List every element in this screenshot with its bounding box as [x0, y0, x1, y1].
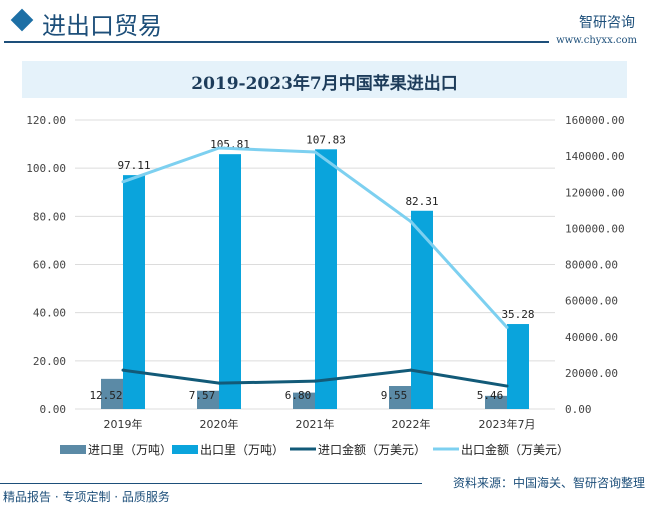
y-right-tick-label: 160000.00 — [565, 114, 625, 127]
data-label: 107.83 — [306, 133, 346, 146]
footer: 精品报告 · 专项定制 · 品质服务 资料来源：中国海关、智研咨询整理 — [0, 476, 649, 508]
data-label: 97.11 — [117, 159, 150, 172]
x-tick-label: 2023年7月 — [479, 417, 536, 431]
brand-url: www.chyxx.com — [556, 35, 637, 46]
legend-swatch — [172, 445, 198, 454]
y-left-tick-label: 120.00 — [26, 114, 66, 127]
y-left-tick-label: 20.00 — [33, 355, 66, 368]
source-note: 资料来源：中国海关、智研咨询整理 — [452, 476, 645, 490]
line-point — [313, 150, 317, 154]
y-right-tick-label: 120000.00 — [565, 186, 625, 199]
header: 进出口贸易 智研咨询 www.chyxx.com — [0, 0, 649, 50]
y-left-tick-label: 0.00 — [40, 403, 67, 416]
y-left-tick-label: 80.00 — [33, 210, 66, 223]
data-label: 12.52 — [89, 389, 122, 402]
line-point — [121, 180, 125, 184]
bar — [315, 149, 337, 409]
data-label: 6.80 — [285, 389, 312, 402]
data-label: 35.28 — [501, 308, 534, 321]
bar — [507, 324, 529, 409]
bar — [485, 395, 507, 409]
line-point — [505, 384, 509, 388]
bar — [123, 175, 145, 409]
chart-title: 2019-2023年7月中国苹果进出口 — [191, 74, 458, 94]
line-point — [505, 325, 509, 329]
bar — [411, 210, 433, 409]
y-right-tick-label: 40000.00 — [565, 331, 618, 344]
legend-label: 出口金额（万美元） — [461, 442, 569, 457]
line-point — [313, 379, 317, 383]
bar — [389, 386, 411, 409]
section-title: 进出口贸易 — [42, 12, 162, 40]
bar — [219, 154, 241, 409]
bar — [197, 390, 219, 409]
x-tick-label: 2020年 — [200, 417, 239, 431]
bar — [101, 378, 123, 409]
line-point — [409, 368, 413, 372]
x-tick-label: 2019年 — [104, 417, 143, 431]
y-right-tick-label: 80000.00 — [565, 259, 618, 272]
y-right-tick-label: 0.00 — [565, 403, 592, 416]
brand-logo: 智研咨询 — [579, 15, 635, 31]
y-left-tick-label: 100.00 — [26, 162, 66, 175]
y-right-tick-label: 20000.00 — [565, 367, 618, 380]
legend-swatch — [60, 445, 86, 454]
divider — [4, 41, 549, 43]
line-point — [121, 368, 125, 372]
legend-label: 进口里（万吨） — [88, 443, 172, 457]
chart-title-bar: 2019-2023年7月中国苹果进出口 — [22, 61, 627, 98]
legend-label: 进口金额（万美元） — [318, 442, 426, 457]
bar — [293, 392, 315, 409]
x-tick-label: 2022年 — [392, 417, 431, 431]
y-left-tick-label: 40.00 — [33, 307, 66, 320]
chart: 0.00 20.00 40.00 60.00 80.00 100.00 120.00 0.00… — [26, 114, 625, 457]
y-right-tick-label: 140000.00 — [565, 150, 625, 163]
line-point — [409, 220, 413, 224]
data-label: 82.31 — [405, 195, 438, 208]
data-label: 7.57 — [189, 389, 216, 402]
y-left-tick-label: 60.00 — [33, 259, 66, 272]
legend-label: 出口里（万吨） — [200, 443, 284, 457]
y-right-tick-label: 100000.00 — [565, 222, 625, 235]
line-point — [217, 381, 221, 385]
y-right-tick-label: 60000.00 — [565, 295, 618, 308]
line-point — [217, 146, 221, 150]
data-label: 9.55 — [381, 389, 408, 402]
x-tick-label: 2021年 — [296, 417, 335, 431]
data-label: 5.46 — [477, 389, 504, 402]
footer-slogan: 精品报告 · 专项定制 · 品质服务 — [3, 490, 170, 504]
divider — [0, 483, 422, 484]
